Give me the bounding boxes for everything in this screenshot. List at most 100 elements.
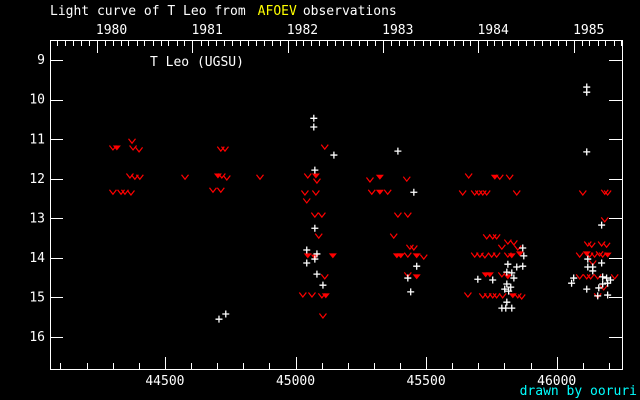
observation-marker <box>599 273 607 281</box>
x-tick-label: 45000 <box>276 374 315 389</box>
upper-limit-marker <box>129 145 138 151</box>
observation-marker <box>394 147 402 155</box>
year-label: 1982 <box>287 23 318 38</box>
upper-limit-marker <box>464 173 473 180</box>
x-tick-label: 46000 <box>537 374 576 389</box>
y-tick-label: 9 <box>37 53 45 68</box>
observation-marker <box>604 279 612 287</box>
y-tick-label: 14 <box>29 251 45 266</box>
upper-limit-marker <box>590 252 599 259</box>
upper-limit-marker <box>512 190 521 197</box>
observation-marker <box>501 285 509 293</box>
upper-limit-marker <box>135 174 144 181</box>
upper-limit-marker <box>492 292 501 299</box>
observation-marker <box>505 287 513 295</box>
upper-limit-marker <box>312 178 321 185</box>
upper-limit-marker <box>586 273 595 280</box>
year-label: 1984 <box>477 23 508 38</box>
upper-limit-marker <box>575 273 584 280</box>
upper-limit-marker <box>513 245 522 251</box>
upper-limit-marker <box>602 242 611 249</box>
observation-marker <box>413 262 421 270</box>
upper-limit-marker <box>405 244 414 251</box>
upper-limit-marker-filled <box>311 173 320 179</box>
x-tick-label: 44500 <box>145 374 184 389</box>
observation-marker <box>404 274 412 282</box>
upper-limit-marker-filled <box>412 274 421 280</box>
observation-marker <box>598 221 606 229</box>
observation-marker <box>519 262 527 270</box>
upper-limit-marker <box>298 292 307 299</box>
upper-limit-marker <box>497 244 506 251</box>
year-label: 1981 <box>191 23 222 38</box>
upper-limit-marker <box>383 189 392 196</box>
upper-limit-marker <box>209 187 217 194</box>
observation-marker <box>603 274 611 282</box>
observation-marker <box>313 250 321 258</box>
year-label: 1985 <box>573 23 604 38</box>
upper-limit-marker-filled <box>375 174 384 180</box>
observation-marker <box>589 267 597 275</box>
observation-marker <box>583 285 591 293</box>
upper-limit-marker <box>222 175 231 181</box>
credit-text: drawn by ooruri <box>519 384 637 399</box>
upper-limit-marker <box>320 273 329 280</box>
upper-limit-marker <box>403 252 412 259</box>
upper-limit-marker <box>300 190 309 197</box>
y-tick-label: 12 <box>29 172 45 187</box>
observation-marker <box>303 259 311 267</box>
upper-limit-marker <box>403 212 412 219</box>
upper-limit-marker <box>393 212 402 219</box>
upper-limit-marker <box>498 292 507 299</box>
axis-ticks <box>50 41 622 369</box>
observation-marker <box>583 88 591 96</box>
upper-limit-marker <box>583 241 592 248</box>
observation-marker <box>303 246 311 254</box>
y-tick-label: 16 <box>29 330 45 345</box>
upper-limit-marker-filled <box>515 251 524 257</box>
upper-limit-marker <box>463 292 472 299</box>
x-tick-label: 45500 <box>407 374 446 389</box>
plot-frame <box>50 40 623 370</box>
observation-marker <box>489 276 497 284</box>
upper-limit-marker <box>458 190 467 197</box>
year-label: 1980 <box>96 23 127 38</box>
observation-marker <box>319 281 327 289</box>
upper-limit-marker-filled <box>503 274 512 280</box>
observation-marker <box>410 188 418 196</box>
upper-limit-marker <box>128 138 136 145</box>
observation-marker <box>510 274 518 282</box>
upper-limit-marker <box>302 198 311 204</box>
upper-limit-marker <box>497 272 506 278</box>
upper-limit-marker <box>108 189 117 196</box>
upper-limit-marker <box>256 174 264 181</box>
upper-limit-marker <box>600 217 609 223</box>
upper-limit-marker <box>492 252 501 259</box>
observation-marker <box>570 274 578 282</box>
upper-limit-marker-filled <box>375 189 384 195</box>
title-suffix: observations <box>302 4 397 19</box>
upper-limit-marker-filled <box>396 253 405 259</box>
observation-marker <box>474 275 482 283</box>
observation-marker <box>594 292 602 300</box>
upper-limit-marker-filled <box>321 293 330 299</box>
upper-limit-marker <box>402 176 411 183</box>
observation-marker <box>504 260 512 268</box>
title-highlight-afoev: AFOEV <box>257 4 297 19</box>
upper-limit-marker-filled <box>603 252 612 258</box>
observation-marker <box>313 270 321 278</box>
upper-limit-marker <box>610 273 619 280</box>
upper-limit-marker-filled <box>485 272 494 278</box>
observation-marker <box>215 315 223 323</box>
observation-marker <box>311 224 319 232</box>
upper-limit-marker <box>120 189 129 196</box>
observation-marker <box>508 304 516 312</box>
upper-limit-marker <box>482 234 491 240</box>
observation-marker <box>508 269 516 277</box>
upper-limit-marker <box>492 234 501 240</box>
observation-marker <box>604 291 612 299</box>
upper-limit-marker <box>517 294 526 301</box>
observation-marker <box>513 263 521 271</box>
upper-limit-marker <box>126 190 135 197</box>
